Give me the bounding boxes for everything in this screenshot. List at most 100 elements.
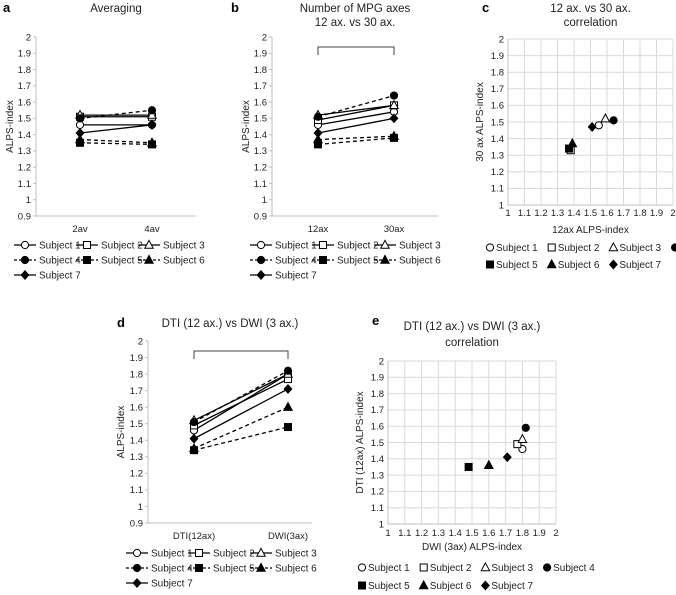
data-point xyxy=(388,130,400,140)
y-tick-label: 1.7 xyxy=(254,81,267,92)
data-point xyxy=(188,442,200,453)
legend-marker xyxy=(486,260,494,269)
legend-label: Subject 6 xyxy=(430,581,472,592)
legend-item-subject-4: Subject 4 xyxy=(671,243,676,252)
data-point-subject-4 xyxy=(609,116,618,125)
panel-b: b Number of MPG axes 12 ax. vs 30 ax. 0.9 1 1… xyxy=(231,0,441,282)
y-tick-label: 1.9 xyxy=(254,49,267,60)
legend-marker xyxy=(379,239,391,249)
data-point-subject-4 xyxy=(521,423,530,432)
series-subject-6 xyxy=(74,133,158,147)
data-point xyxy=(74,133,86,144)
data-point-subject-2 xyxy=(513,440,522,449)
y-tick-label: 1.6 xyxy=(130,402,143,413)
legend-label: Subject 7 xyxy=(491,581,533,592)
legend-marker xyxy=(132,563,142,573)
chart-title-e: DTI (12 ax.) vs DWI (3 ax.) xyxy=(404,321,541,333)
legend-item-subject-4: Subject 4 xyxy=(126,564,193,575)
data-point-subject-3 xyxy=(600,113,611,123)
y-tick-label: 1.9 xyxy=(130,353,143,364)
y-tick-label: 1.6 xyxy=(254,97,267,108)
legend-item-subject-4: Subject 4 xyxy=(250,256,317,267)
series-subject-4 xyxy=(75,106,157,123)
x-tick-label: 1.8 xyxy=(633,208,646,219)
y-tick-label: 1.7 xyxy=(491,84,504,95)
legend-label: Subject 6 xyxy=(558,260,600,271)
series-subject-4 xyxy=(189,366,293,427)
data-point xyxy=(284,423,292,432)
y-tick-label: 1 xyxy=(499,200,504,211)
y-tick-label: 1.4 xyxy=(254,130,267,141)
data-point xyxy=(283,366,293,375)
legend-label: Subject 2 xyxy=(101,241,143,252)
legend-marker xyxy=(547,243,556,252)
y-tick-label: 1.9 xyxy=(491,51,504,62)
legend-marker xyxy=(418,579,429,590)
series-line xyxy=(193,378,289,426)
series-line xyxy=(193,426,289,451)
legend-marker xyxy=(20,255,30,265)
y-tick-label: 1.1 xyxy=(18,179,31,190)
data-point-subject-5 xyxy=(464,462,473,471)
data-point xyxy=(282,401,294,411)
legend-item-subject-3: Subject 3 xyxy=(374,239,441,252)
x-tick-label: 1.8 xyxy=(516,528,529,539)
legend-item-subject-7: Subject 7 xyxy=(608,259,662,271)
chart-title-c: correlation xyxy=(564,17,618,29)
y-tick-label: 1.6 xyxy=(371,422,384,433)
legend-marker xyxy=(671,243,676,252)
x-tick-label: 2 xyxy=(553,528,558,539)
legend-marker xyxy=(83,241,91,249)
legend-item-subject-3: Subject 3 xyxy=(480,561,534,574)
panel-letter-b: b xyxy=(231,0,239,15)
y-tick-label: 1.7 xyxy=(130,386,143,397)
data-point xyxy=(313,112,323,121)
y-tick-label: 1.3 xyxy=(18,146,31,157)
legend-marker xyxy=(20,270,30,280)
x-tick-label: DTI(12ax) xyxy=(173,531,215,542)
series-line xyxy=(317,104,395,116)
legend-item-subject-1: Subject 1 xyxy=(126,549,193,560)
legend-label: Subject 6 xyxy=(275,564,317,575)
legend-marker xyxy=(256,240,266,250)
legend-item-subject-5: Subject 5 xyxy=(312,256,379,267)
series-subject-4 xyxy=(313,91,399,121)
data-point-subject-6 xyxy=(483,459,494,470)
series-subject-7 xyxy=(313,113,399,138)
series-line xyxy=(79,138,153,144)
panel-letter-e: e xyxy=(372,313,379,328)
legend-marker xyxy=(256,255,266,265)
legend-item-subject-5: Subject 5 xyxy=(76,256,143,267)
x-axis-title: 12ax ALPS-index xyxy=(552,225,629,236)
y-tick-label: 1.3 xyxy=(491,151,504,162)
y-tick-label: 1.2 xyxy=(254,162,267,173)
data-point-subject-7 xyxy=(587,122,597,132)
y-tick-label: 1.6 xyxy=(18,97,31,108)
legend-item-subject-5: Subject 5 xyxy=(486,260,538,271)
x-tick-label: 1.5 xyxy=(584,208,597,219)
y-tick-label: 2 xyxy=(379,356,384,367)
y-tick-label: 1.2 xyxy=(491,167,504,178)
series-subject-7 xyxy=(75,119,157,138)
y-tick-label: 2 xyxy=(262,32,267,43)
y-tick-label: 1.9 xyxy=(18,49,31,60)
panel-d: d DTI (12 ax.) vs DWI (3 ax.) 0.9 1 1.1 1.2 1.… xyxy=(116,315,317,590)
legend-label: Subject 6 xyxy=(399,256,441,267)
legend-label: Subject 7 xyxy=(275,271,317,282)
series-line xyxy=(317,135,395,141)
x-tick-label: 1.2 xyxy=(534,208,547,219)
y-tick-label: 1.8 xyxy=(371,389,384,400)
legend-item-subject-1: Subject 1 xyxy=(14,241,81,252)
series-line xyxy=(317,111,395,126)
x-tick-label: 1.4 xyxy=(567,208,580,219)
y-axis-title: 30 ax ALPS-index xyxy=(475,82,486,162)
legend-label: Subject 3 xyxy=(163,241,205,252)
legend-item-subject-2: Subject 2 xyxy=(312,241,379,252)
legend-marker xyxy=(132,548,142,558)
legend-marker xyxy=(357,563,367,572)
series-subject-7 xyxy=(189,384,293,444)
legend-label: Subject 4 xyxy=(151,564,193,575)
legend-label: Subject 1 xyxy=(151,549,193,560)
